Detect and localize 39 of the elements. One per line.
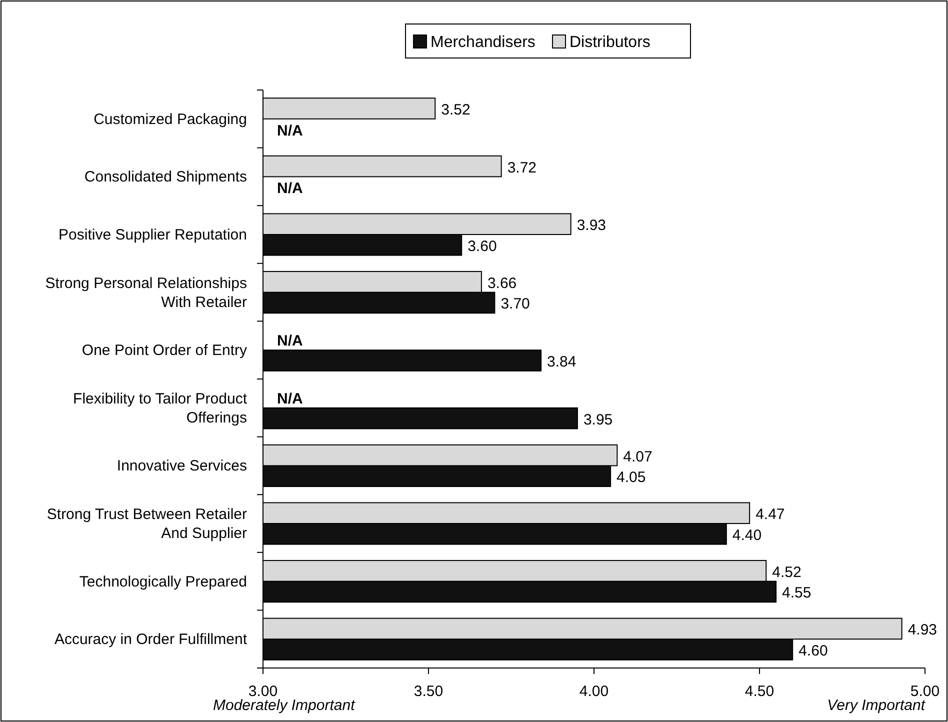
y-tick-label: Positive Supplier Reputation (58, 226, 247, 244)
data-label: 4.40 (732, 526, 762, 544)
x-tick-label: 3.50 (414, 683, 444, 700)
text: Very Important (827, 697, 926, 714)
data-label: 4.05 (616, 469, 646, 486)
y-tick-label: Customized Packaging (94, 110, 247, 128)
y-tick-label: One Point Order of Entry (82, 342, 248, 360)
data-label: 4.55 (782, 584, 812, 602)
data-label: 4.52 (772, 564, 802, 581)
x-tick-label: 4.00 (579, 683, 609, 700)
data-label: 3.52 (441, 101, 470, 118)
legend-label: Merchandisers (430, 34, 536, 51)
data-label: 3.66 (487, 274, 517, 292)
text: Moderately Important (213, 697, 356, 714)
y-tick-label: Innovative Services (116, 458, 247, 475)
data-label: 3.60 (468, 238, 497, 255)
data-label: 4.07 (623, 448, 652, 466)
data-label: 3.70 (500, 296, 530, 313)
x-tick-label: 4.50 (744, 683, 774, 700)
data-label: 4.93 (908, 622, 938, 639)
data-label: 3.93 (576, 217, 606, 234)
x-tick-label: 5.00 (910, 683, 940, 700)
data-label: 3.95 (583, 411, 613, 428)
data-label: 3.72 (507, 159, 537, 176)
text: N/A (277, 180, 303, 198)
text: N/A (277, 390, 303, 408)
y-tick-label: Technologically Prepared (79, 573, 247, 590)
data-label: 3.84 (547, 354, 576, 371)
text: N/A (277, 122, 303, 140)
data-label: 4.60 (798, 642, 828, 660)
y-tick-label: Flexibility to Tailor Product Offerings (73, 390, 248, 426)
y-tick-label: Strong Personal Relationships With Retailer (45, 274, 247, 311)
data-label: 4.47 (756, 506, 785, 524)
y-tick-label: Accuracy in Order Fulfillment (54, 631, 248, 648)
y-tick-label: Strong Trust Between Retailer And Supplier (46, 506, 247, 542)
y-tick-label: Consolidated Shipments (84, 168, 247, 186)
x-tick-label: 3.00 (248, 683, 278, 700)
legend-label: Distributors (570, 34, 650, 51)
text: N/A (277, 332, 303, 350)
